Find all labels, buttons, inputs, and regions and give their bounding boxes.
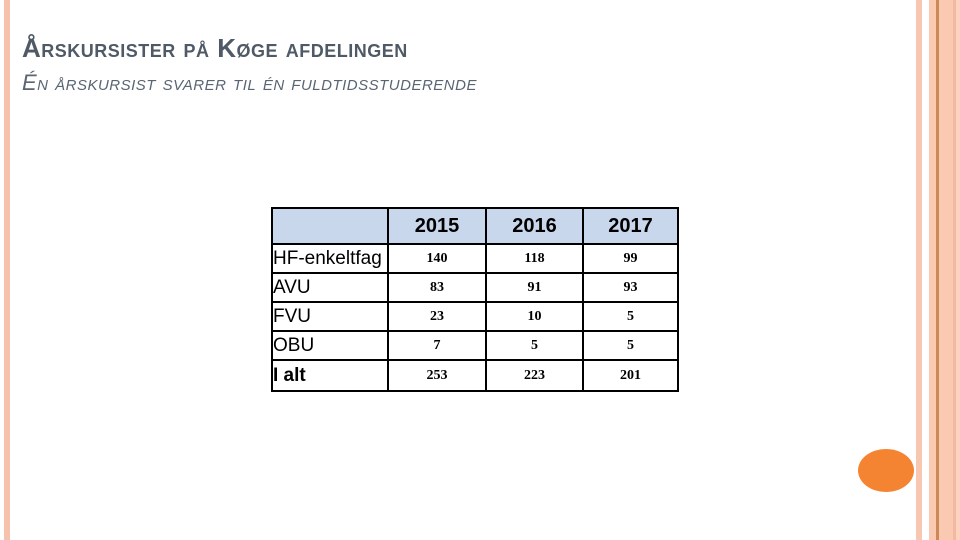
table-row-avu: AVU 83 91 93 <box>271 272 679 303</box>
cell-value: 93 <box>582 272 679 303</box>
cell-value: 223 <box>485 359 584 392</box>
slide-title: Årskursister på Køge afdelingen <box>22 33 408 63</box>
cell-value: 10 <box>485 301 584 332</box>
right-accent-sub-stripe <box>953 0 956 540</box>
cell-value: 7 <box>387 330 487 361</box>
table-row-fvu: FVU 23 10 5 <box>271 301 679 332</box>
cell-value: 5 <box>582 301 679 332</box>
row-label: AVU <box>271 272 389 303</box>
cell-value: 23 <box>387 301 487 332</box>
cell-value: 91 <box>485 272 584 303</box>
table-row-hf-enkeltfag: HF-enkeltfag 140 118 99 <box>271 243 679 274</box>
table-header-empty-cell <box>271 207 389 245</box>
slide-subtitle: Én årskursist svarer til én fuldtidsstud… <box>22 70 477 96</box>
right-accent-dark-line <box>936 0 939 540</box>
row-label: FVU <box>271 301 389 332</box>
row-label: OBU <box>271 330 389 361</box>
table-row-total: I alt 253 223 201 <box>271 359 679 392</box>
cell-value: 201 <box>582 359 679 392</box>
row-label: HF-enkeltfag <box>271 243 389 274</box>
cell-value: 5 <box>582 330 679 361</box>
orange-ellipse-decoration <box>858 449 914 492</box>
slide-header: Årskursister på Køge afdelingen Én årsku… <box>22 33 782 97</box>
right-accent-stripe-thin <box>916 0 922 540</box>
cell-value: 118 <box>485 243 584 274</box>
table-row-obu: OBU 7 5 5 <box>271 330 679 361</box>
table-header-2016: 2016 <box>485 207 584 245</box>
data-table: 2015 2016 2017 HF-enkeltfag 140 118 99 A… <box>271 207 679 392</box>
cell-value: 99 <box>582 243 679 274</box>
cell-value: 253 <box>387 359 487 392</box>
right-accent-stripe-band <box>929 0 960 540</box>
cell-value: 83 <box>387 272 487 303</box>
table-header-2015: 2015 <box>387 207 487 245</box>
table-header-2017: 2017 <box>582 207 679 245</box>
cell-value: 5 <box>485 330 584 361</box>
left-accent-stripe <box>4 0 10 540</box>
cell-value: 140 <box>387 243 487 274</box>
row-label-total: I alt <box>271 359 389 392</box>
table-header-row: 2015 2016 2017 <box>271 207 679 245</box>
right-accent-light-edge <box>956 0 960 540</box>
